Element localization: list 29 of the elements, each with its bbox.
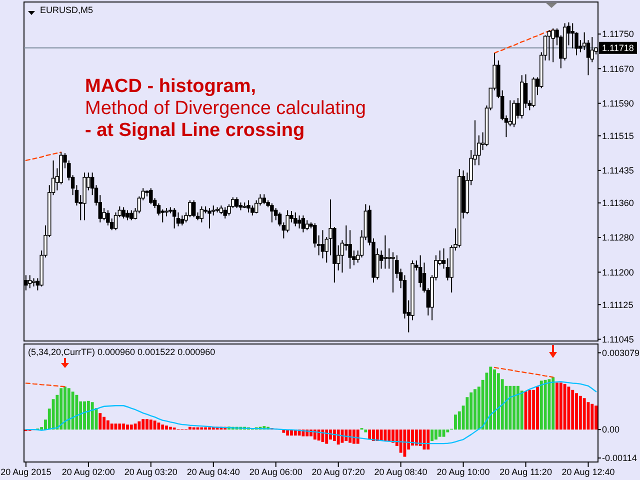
x-tick-label: 20 Aug 11:20 — [500, 467, 552, 477]
chart-title: (5,34,20,CurrTF) 0.000960 0.001522 0.000960 — [28, 347, 216, 357]
x-tick-label: 20 Aug 06:00 — [249, 467, 302, 477]
annotation: MACD - histogram, — [85, 76, 256, 97]
y-tick-label: 1.11360 — [602, 198, 634, 208]
x-tick-label: 20 Aug 08:40 — [374, 467, 428, 477]
x-tick-label: 20 Aug 02:00 — [62, 467, 115, 477]
x-tick-label: 20 Aug 03:20 — [124, 467, 178, 477]
y-tick-label: 1.11200 — [602, 267, 634, 278]
x-tick-label: 20 Aug 07:20 — [312, 467, 365, 477]
ref-line-label: 1.11718 — [602, 43, 634, 54]
y-tick-label: 1.11590 — [602, 98, 634, 108]
y-tick-label: 1.11280 — [602, 232, 634, 243]
x-tick-label: 20 Aug 04:40 — [186, 467, 240, 477]
x-tick-label: 20 Aug 2015 — [0, 467, 52, 477]
y-tick-label: 1.11670 — [602, 64, 634, 74]
y-tick-label: 1.11125 — [602, 300, 634, 310]
y-tick-label: 1.11435 — [602, 166, 634, 176]
annotation: - at Signal Line crossing — [85, 120, 305, 141]
x-tick-label: 20 Aug 12:40 — [562, 467, 615, 477]
x-tick-label: 20 Aug 10:00 — [436, 467, 490, 477]
y-tick-label: 1.11750 — [602, 29, 634, 40]
y-tick-label: 0.00 — [602, 424, 620, 435]
annotation: Method of Divergence calculating — [85, 98, 366, 119]
y-tick-label: 1.11045 — [602, 334, 634, 344]
y-tick-label: -0.00114 — [602, 453, 637, 464]
y-tick-label: 1.11515 — [602, 130, 634, 141]
y-tick-label: 0.003079 — [602, 348, 640, 358]
chart-title: EURUSD,M5 — [40, 5, 94, 15]
